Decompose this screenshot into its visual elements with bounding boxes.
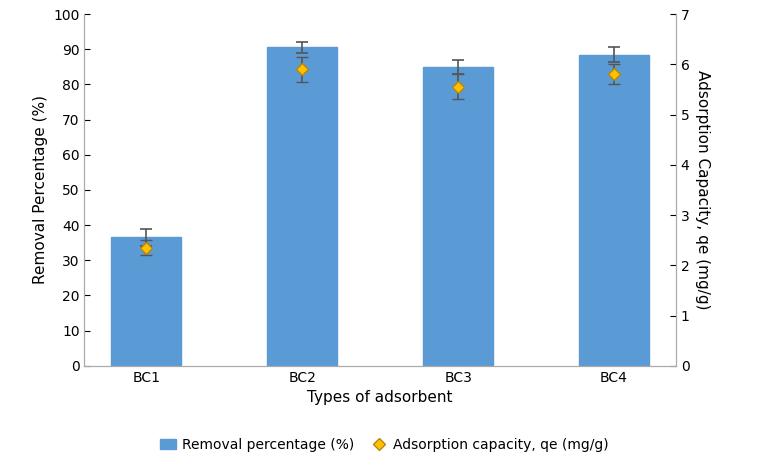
Y-axis label: Removal Percentage (%): Removal Percentage (%) <box>33 96 48 284</box>
Bar <box>579 54 649 366</box>
Bar <box>267 47 337 366</box>
Bar <box>111 237 181 366</box>
X-axis label: Types of adsorbent: Types of adsorbent <box>307 390 453 405</box>
Legend: Removal percentage (%), Adsorption capacity, qe (mg/g): Removal percentage (%), Adsorption capac… <box>154 432 614 457</box>
Bar <box>423 67 493 366</box>
Y-axis label: Adsorption Capacity, qe (mg/g): Adsorption Capacity, qe (mg/g) <box>695 70 710 310</box>
